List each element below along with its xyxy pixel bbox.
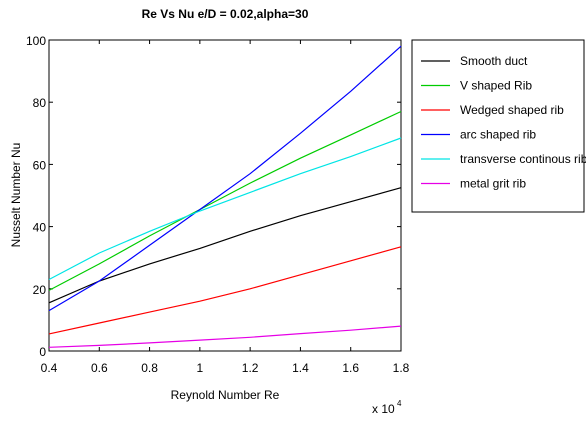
chart-title: Re Vs Nu e/D = 0.02,alpha=30 bbox=[142, 7, 309, 21]
legend-label: transverse continous rib bbox=[460, 152, 586, 166]
legend: Smooth duct V shaped Rib Wedged shaped rib… bbox=[421, 54, 586, 191]
series-line-3 bbox=[48, 45, 402, 312]
legend-label: arc shaped rib bbox=[460, 128, 536, 142]
x-tick-label: 1.8 bbox=[393, 361, 410, 375]
series-lines bbox=[48, 45, 402, 348]
series-line-0 bbox=[48, 187, 402, 304]
series-line-5 bbox=[48, 325, 402, 348]
legend-label: Smooth duct bbox=[460, 54, 528, 68]
x-tick-label: 1.4 bbox=[292, 361, 309, 375]
y-tick-label: 40 bbox=[33, 221, 47, 235]
y-axis-ticks: 0 20 40 60 80 100 bbox=[26, 34, 401, 359]
y-axis-label: Nusselt Number Nu bbox=[9, 143, 23, 248]
x-axis-multiplier: x 10 bbox=[372, 402, 395, 416]
x-axis-ticks: 0.4 0.6 0.8 1 1.2 1.4 1.6 1.8 bbox=[41, 40, 410, 375]
legend-label: metal grit rib bbox=[460, 177, 526, 191]
y-tick-label: 80 bbox=[33, 96, 47, 110]
x-tick-label: 0.6 bbox=[91, 361, 108, 375]
y-tick-label: 100 bbox=[26, 34, 46, 48]
x-axis-label: Reynold Number Re bbox=[171, 388, 280, 402]
y-tick-label: 60 bbox=[33, 158, 47, 172]
x-tick-label: 1 bbox=[197, 361, 204, 375]
x-tick-label: 1.2 bbox=[242, 361, 259, 375]
x-tick-label: 0.4 bbox=[41, 361, 58, 375]
series-line-1 bbox=[48, 110, 402, 291]
y-tick-label: 0 bbox=[39, 345, 46, 359]
series-line-4 bbox=[48, 137, 402, 281]
plot-area bbox=[48, 39, 402, 352]
x-tick-label: 1.6 bbox=[342, 361, 359, 375]
series-line-2 bbox=[48, 246, 402, 335]
y-tick-label: 20 bbox=[33, 283, 47, 297]
x-axis-multiplier-exponent: 4 bbox=[397, 399, 402, 408]
legend-label: V shaped Rib bbox=[460, 79, 532, 93]
x-tick-label: 0.8 bbox=[141, 361, 158, 375]
legend-label: Wedged shaped rib bbox=[460, 103, 564, 117]
